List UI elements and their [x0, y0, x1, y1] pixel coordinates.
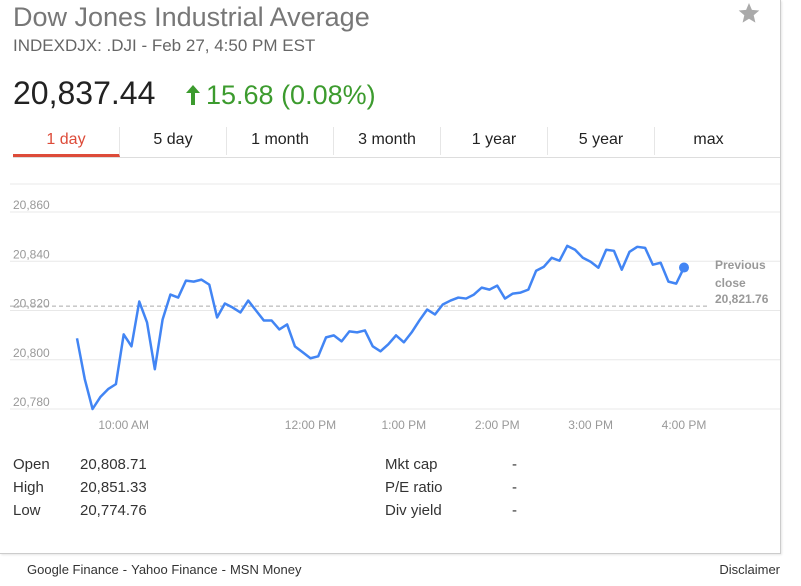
y-tick-label: 20,840	[13, 247, 50, 261]
footer-links: Google Finance - Yahoo Finance - MSN Money	[27, 562, 302, 577]
title: Dow Jones Industrial Average	[13, 2, 370, 32]
stat-label: High	[13, 479, 44, 496]
x-tick-label: 1:00 PM	[381, 418, 426, 432]
range-tabs: 1 day 5 day 1 month 3 month 1 year 5 year max	[13, 127, 780, 158]
subtitle: INDEXDJX: .DJI - Feb 27, 4:50 PM EST	[13, 36, 316, 55]
stat-value: 20,851.33	[80, 479, 147, 496]
up-arrow	[186, 85, 200, 105]
stat-value: -	[512, 456, 517, 473]
x-tick-label: 3:00 PM	[568, 418, 613, 432]
price-line	[75, 244, 686, 411]
stat-label: P/E ratio	[385, 479, 443, 496]
footer-separator: -	[122, 562, 128, 577]
x-tick-label: 4:00 PM	[662, 418, 707, 432]
range-tab[interactable]: 1 year	[441, 127, 548, 155]
stat-label: Mkt cap	[385, 456, 438, 473]
finance-card	[0, 0, 781, 554]
y-tick-label: 20,860	[13, 198, 50, 212]
range-tab[interactable]: 1 month	[227, 127, 334, 155]
y-tick-label: 20,820	[13, 297, 50, 311]
footer-link[interactable]: Yahoo Finance	[131, 562, 218, 577]
x-tick-label: 10:00 AM	[98, 418, 149, 432]
footer-link[interactable]: Google Finance	[27, 562, 119, 577]
range-tab[interactable]: max	[693, 131, 724, 148]
stat-label: Low	[13, 502, 41, 519]
range-tab[interactable]: 5 year	[548, 127, 655, 155]
price: 20,837.44	[13, 75, 156, 111]
stat-value: 20,808.71	[80, 456, 147, 473]
range-tab[interactable]: 5 day	[120, 127, 227, 155]
previous-close-label: Previous close	[715, 258, 766, 290]
y-tick-label: 20,780	[13, 395, 50, 409]
chart: 20,860 20,840 20,820 20,800 20,780 10:00 AM 12…	[10, 183, 780, 432]
footer-link[interactable]: MSN Money	[229, 562, 302, 577]
range-tab[interactable]: 1 day	[13, 127, 120, 157]
stat-value: -	[512, 502, 517, 519]
previous-close-box: Previous close	[715, 258, 766, 290]
star-icon[interactable]	[737, 1, 761, 25]
previous-close-value: 20,821.76	[715, 292, 769, 306]
disclaimer[interactable]: Disclaimer	[719, 562, 780, 577]
range-tab[interactable]: 3 month	[334, 127, 441, 155]
y-tick-label: 20,800	[13, 346, 50, 360]
stat-value: 20,774.76	[80, 502, 147, 519]
footer-separator: -	[221, 562, 226, 577]
x-tick-label: 12:00 PM	[285, 418, 336, 432]
stat-label: Open	[13, 456, 50, 473]
stat-label: Div yield	[385, 502, 442, 519]
last-price-dot	[679, 262, 689, 273]
price-change: 15.68 (0.08%)	[206, 80, 376, 110]
x-tick-label: 2:00 PM	[475, 418, 520, 432]
stat-value: -	[512, 479, 517, 496]
